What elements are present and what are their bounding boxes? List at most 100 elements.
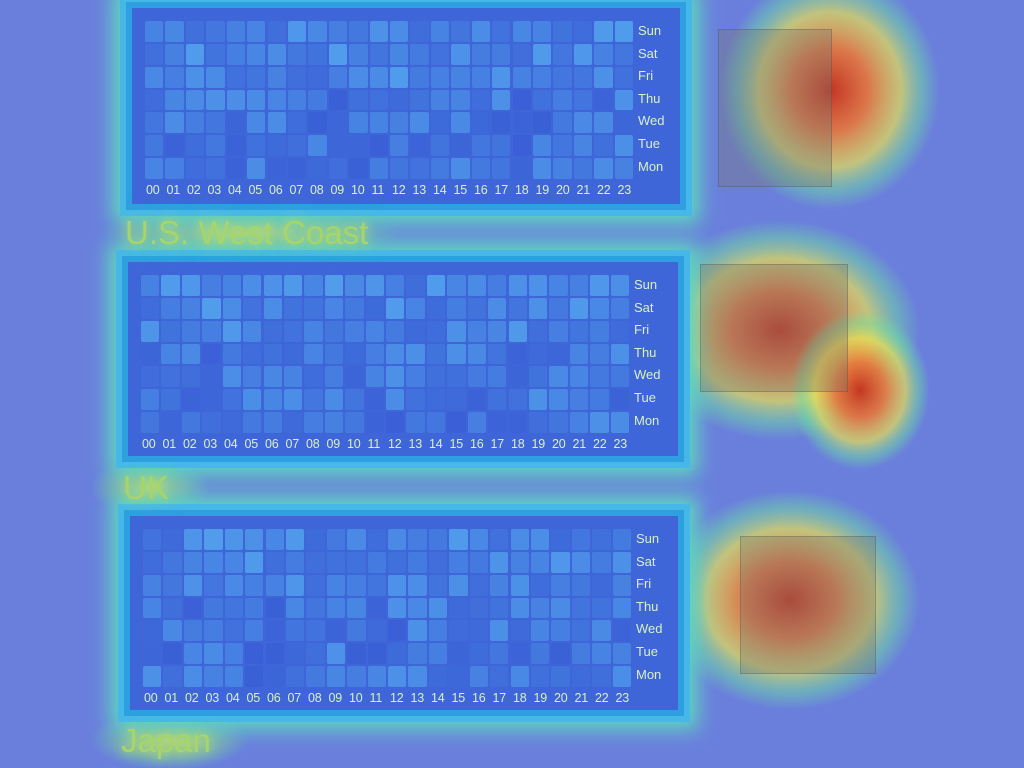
- heatmap-cell: [365, 366, 384, 388]
- heatmap-cell: [612, 574, 631, 596]
- heatmap-cell: [206, 89, 225, 111]
- heatmap-cell: [594, 21, 613, 42]
- heatmap-cell: [492, 89, 511, 111]
- heatmap-cell: [247, 66, 266, 88]
- heatmap-cell: [549, 320, 568, 342]
- heatmap-cell: [386, 297, 405, 319]
- hour-label: 17: [494, 183, 509, 197]
- heatmap-cell: [141, 366, 160, 388]
- hour-label: 11: [367, 437, 381, 451]
- heatmap-cell: [553, 43, 572, 65]
- hour-label: 21: [574, 691, 589, 705]
- heatmap-cell: [226, 43, 246, 65]
- heatmap-cell: [285, 551, 305, 573]
- heatmap-cell: [512, 89, 531, 111]
- heatmap-cell: [345, 343, 364, 365]
- heatmap-cell: [406, 275, 425, 296]
- heatmap-cell: [553, 89, 572, 111]
- heatmap-cell: [347, 529, 366, 550]
- heatmap-cell: [571, 597, 591, 619]
- heatmap-cell: [304, 297, 323, 319]
- heatmap-cell: [369, 135, 388, 157]
- heatmap-cell: [304, 412, 323, 433]
- heatmap-cell: [469, 551, 489, 573]
- heatmap-cell: [185, 112, 205, 134]
- hour-label: 05: [244, 437, 259, 451]
- heatmap-cell: [408, 574, 427, 596]
- heatmap-cell: [590, 389, 609, 411]
- heatmap-cell: [467, 320, 487, 342]
- heatmap-cell: [165, 112, 184, 134]
- hour-label: 04: [226, 691, 240, 705]
- heatmap-cell: [181, 275, 201, 296]
- heatmap-cell: [388, 551, 407, 573]
- map-region-2: [700, 264, 848, 392]
- heatmap-cell: [551, 551, 570, 573]
- heatmap-cell: [530, 529, 550, 550]
- heatmap-cell: [285, 529, 305, 550]
- heatmap-cell: [141, 389, 160, 411]
- heatmap-cell: [528, 343, 548, 365]
- heatmap-cell: [490, 551, 509, 573]
- heatmap-cell: [283, 343, 303, 365]
- heatmap-cell: [512, 158, 531, 179]
- heatmap-cell: [267, 21, 286, 42]
- heatmap-cell: [390, 89, 409, 111]
- hour-label: 16: [474, 183, 488, 197]
- heatmap-cell: [185, 158, 205, 179]
- heatmap-cell: [345, 297, 364, 319]
- heatmap-cell: [224, 666, 244, 687]
- heatmap-cell: [406, 320, 425, 342]
- heatmap-cell: [143, 574, 162, 596]
- heatmap-grid-1: [144, 20, 634, 180]
- hour-label: 22: [593, 437, 607, 451]
- heatmap-cell: [549, 297, 568, 319]
- heatmap-cell: [569, 389, 589, 411]
- heatmap-cell: [326, 643, 346, 665]
- heatmap-cell: [590, 412, 609, 433]
- hour-label: 02: [183, 437, 197, 451]
- heatmap-cell: [306, 597, 325, 619]
- heatmap-cell: [469, 620, 489, 642]
- heatmap-cell: [449, 597, 468, 619]
- heatmap-cell: [492, 21, 511, 42]
- heatmap-cell: [469, 643, 489, 665]
- heatmap-cell: [224, 574, 244, 596]
- heatmap-cell: [326, 597, 346, 619]
- heatmap-cell: [592, 574, 611, 596]
- heatmap-cell: [206, 112, 225, 134]
- heatmap-cell: [430, 21, 450, 42]
- heatmap-cell: [243, 297, 262, 319]
- heatmap-cell: [449, 529, 468, 550]
- heatmap-cell: [367, 529, 386, 550]
- hour-label: 18: [513, 691, 527, 705]
- heatmap-cell: [224, 643, 244, 665]
- heatmap-cell: [367, 643, 386, 665]
- heatmap-cell: [263, 343, 282, 365]
- heatmap-grid-3: [142, 528, 632, 688]
- heatmap-cell: [204, 620, 223, 642]
- hour-label: 07: [287, 691, 302, 705]
- heatmap-cell: [143, 597, 162, 619]
- heatmap-grid-2: [140, 274, 630, 434]
- heatmap-cell: [328, 66, 348, 88]
- heatmap-cell: [263, 366, 282, 388]
- heatmap-cell: [390, 158, 409, 179]
- heatmap-cell: [283, 389, 303, 411]
- heatmap-cell: [226, 89, 246, 111]
- heatmap-cell: [430, 66, 450, 88]
- hour-label: 03: [205, 691, 220, 705]
- heatmap-cell: [410, 112, 429, 134]
- heatmap-cell: [447, 320, 466, 342]
- heatmap-cell: [202, 366, 221, 388]
- heatmap-cell: [345, 366, 364, 388]
- heatmap-panel-3: Sun Sat Fri Thu Wed Tue Mon 00 01 02 03 04 05 06 07 08 0…: [124, 510, 684, 716]
- heatmap-cell: [569, 343, 589, 365]
- heatmap-cell: [430, 43, 450, 65]
- heatmap-cell: [163, 597, 182, 619]
- heatmap-cell: [490, 620, 509, 642]
- heatmap-cell: [386, 412, 405, 433]
- hour-label: 23: [615, 691, 630, 705]
- heatmap-cell: [287, 21, 307, 42]
- heatmap-cell: [308, 43, 327, 65]
